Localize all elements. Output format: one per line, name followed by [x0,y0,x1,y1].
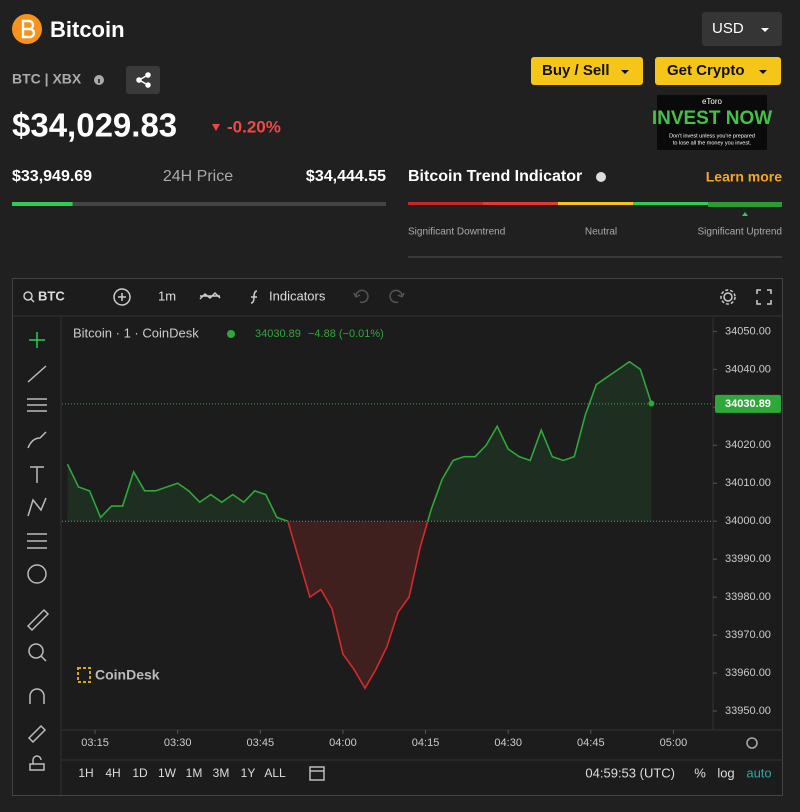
range-button[interactable]: 1M [186,766,203,780]
y-tick-label: 34010.00 [725,477,771,489]
drawing-tools [26,332,50,771]
trend-segment [633,202,708,205]
button-label[interactable]: Buy / Sell [542,62,610,79]
legend-change: −4.88 (−0.01%) [308,328,384,340]
symbol-search[interactable]: BTC [38,288,65,303]
ad-headline: INVEST NOW [652,108,772,129]
trend-label: Significant Uptrend [698,227,783,238]
trend-label: Significant Downtrend [408,227,505,238]
y-tick-label: 33970.00 [725,629,771,641]
info-icon[interactable] [596,172,606,182]
dropdown-caret [621,70,629,74]
clock: 04:59:53 (UTC) [585,765,675,780]
trend-segment [408,202,483,205]
y-tick-label: 34040.00 [725,363,771,375]
ad-disclaimer: Don't invest unless you're prepared [669,133,755,139]
y-tick-label: 33990.00 [725,553,771,565]
coin-title: Bitcoin [50,17,125,42]
plot: 33950.00 33960.00 33970.00 33980.00 33990.00… [62,325,781,749]
share-icon [136,72,151,88]
last-price-tag [715,394,781,413]
range-fill [12,202,73,206]
axis-settings[interactable] [746,737,758,749]
y-tick-label: 34050.00 [725,325,771,337]
share-button[interactable] [126,66,160,94]
last-point [648,400,655,407]
ad-banner[interactable] [657,95,767,150]
trend-segment [708,202,782,207]
x-tick-label: 03:15 [81,737,109,749]
range-high: $34,444.55 [306,168,386,185]
range-button[interactable]: 1W [158,766,177,780]
dropdown-caret [761,28,769,32]
range-button[interactable]: 3M [213,766,230,780]
interval[interactable]: 1m [158,288,176,303]
scale-option[interactable]: % [694,765,706,780]
line-up [66,360,653,522]
y-tick-label: 33950.00 [725,705,771,717]
area-down [67,521,652,689]
scale-option[interactable]: log [717,765,734,780]
y-tick-label: 33980.00 [725,591,771,603]
toolbar-icons [23,288,772,306]
currency-select[interactable] [702,12,782,46]
watermark-logo [77,667,91,683]
trend-label: Neutral [585,227,617,238]
indicators-button[interactable]: Indicators [269,288,326,303]
range-track [12,202,386,206]
range-button[interactable]: 1H [78,766,93,780]
ad-brand: eToro [702,97,723,106]
y-tick-label: 33960.00 [725,667,771,679]
ticker: BTC | XBX [12,71,82,87]
down-arrow [212,124,220,131]
legend-status [227,330,235,338]
price-change: -0.20% [227,117,281,136]
area-up [67,361,652,522]
range-label: 24H Price [163,168,233,185]
buy-sell-button[interactable] [531,57,643,85]
trend-marker [742,212,748,216]
trend-title: Bitcoin Trend Indicator [408,168,582,185]
footer: 1H 4H 1D 1W 1M 3M 1Y ALL% log auto [78,765,771,780]
chart-panel [12,278,783,796]
x-tick-label: 05:00 [660,737,688,749]
legend-title: Bitcoin · 1 · CoinDesk [73,325,199,340]
button-label[interactable]: Get Crypto [667,62,745,79]
y-tick-label: 34020.00 [725,439,771,451]
range-button[interactable]: ALL [264,766,286,780]
range-button[interactable]: 1Y [241,766,256,780]
range-low: $33,949.69 [12,168,92,185]
trend-segment [558,202,633,205]
legend-value: 34030.89 [255,328,301,340]
scale-option[interactable]: auto [746,765,771,780]
watermark: CoinDesk [95,667,160,683]
last-price-label: 34030.89 [725,398,771,410]
x-tick-label: 04:30 [494,737,522,749]
trend-segment [483,202,558,205]
dropdown-caret [759,70,767,74]
currency-label[interactable]: USD [712,20,744,37]
x-tick-label: 04:45 [577,737,605,749]
get-crypto-button[interactable] [655,57,781,85]
x-tick-label: 04:00 [329,737,357,749]
range-button[interactable]: 4H [105,766,120,780]
info-icon-mark [98,79,100,83]
y-tick-label: 34000.00 [725,515,771,527]
line-down [285,521,429,690]
range-button[interactable]: 1D [132,766,148,780]
x-tick-label: 03:30 [164,737,192,749]
ad-disclaimer: to lose all the money you invest. [673,140,752,146]
price: $34,029.83 [12,107,177,144]
bitcoin-logo-mark [21,19,36,39]
date-range-icon[interactable] [309,766,325,781]
x-tick-label: 04:15 [412,737,440,749]
x-tick-label: 03:45 [247,737,275,749]
learn-more-link[interactable]: Learn more [706,169,782,185]
